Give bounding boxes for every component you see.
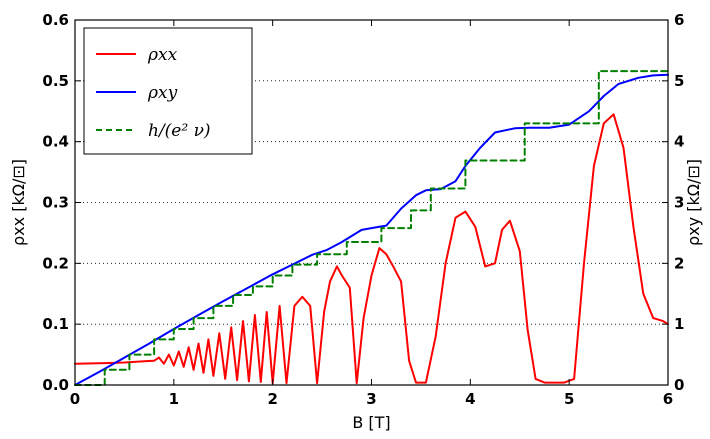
x-tick-label: 3 bbox=[366, 390, 376, 408]
x-axis-label: B [T] bbox=[352, 413, 390, 432]
x-tick-label: 2 bbox=[267, 390, 277, 408]
y-right-tick-label: 3 bbox=[674, 194, 684, 212]
x-tick-label: 6 bbox=[663, 390, 673, 408]
y-left-tick-label: 0.5 bbox=[42, 72, 69, 90]
x-tick-label: 1 bbox=[169, 390, 179, 408]
series-line-1 bbox=[74, 73, 669, 386]
y-left-tick-label: 0.4 bbox=[42, 133, 69, 151]
legend-label-0: ρxx bbox=[147, 45, 178, 65]
y-right-tick-label: 1 bbox=[674, 315, 684, 333]
y-axis-left-label: ρxx [kΩ/⊡] bbox=[9, 159, 28, 246]
y-right-tick-label: 4 bbox=[674, 133, 684, 151]
y-right-tick-label: 0 bbox=[674, 376, 684, 394]
series-line-2 bbox=[74, 70, 669, 386]
ticks: 0 1 2 3 4 5 6 0.0 0.1 0.2 0.3 0.4 0.5 0.6 0 1 2 3 4 5 6 bbox=[42, 11, 684, 408]
y-left-tick-label: 0.3 bbox=[42, 194, 69, 212]
legend-label-1: ρxy bbox=[147, 83, 178, 103]
x-tick-label: 5 bbox=[564, 390, 574, 408]
y-left-tick-label: 0.1 bbox=[42, 315, 69, 333]
y-left-tick-label: 0.0 bbox=[42, 376, 69, 394]
x-tick-label: 0 bbox=[70, 390, 80, 408]
y-axis-right-label: ρxy [kΩ/⊡] bbox=[684, 159, 703, 246]
series-layer bbox=[74, 70, 669, 386]
y-left-tick-label: 0.6 bbox=[42, 11, 69, 29]
y-right-tick-label: 2 bbox=[674, 254, 684, 272]
y-right-tick-label: 6 bbox=[674, 11, 684, 29]
y-left-tick-label: 0.2 bbox=[42, 254, 69, 272]
x-tick-label: 4 bbox=[465, 390, 475, 408]
y-right-tick-label: 5 bbox=[674, 72, 684, 90]
series-line-0 bbox=[74, 113, 669, 385]
legend-label-2: h/(e² ν) bbox=[148, 121, 211, 141]
legend: ρxx ρxy h/(e² ν) bbox=[83, 27, 253, 155]
grid bbox=[75, 80, 668, 325]
